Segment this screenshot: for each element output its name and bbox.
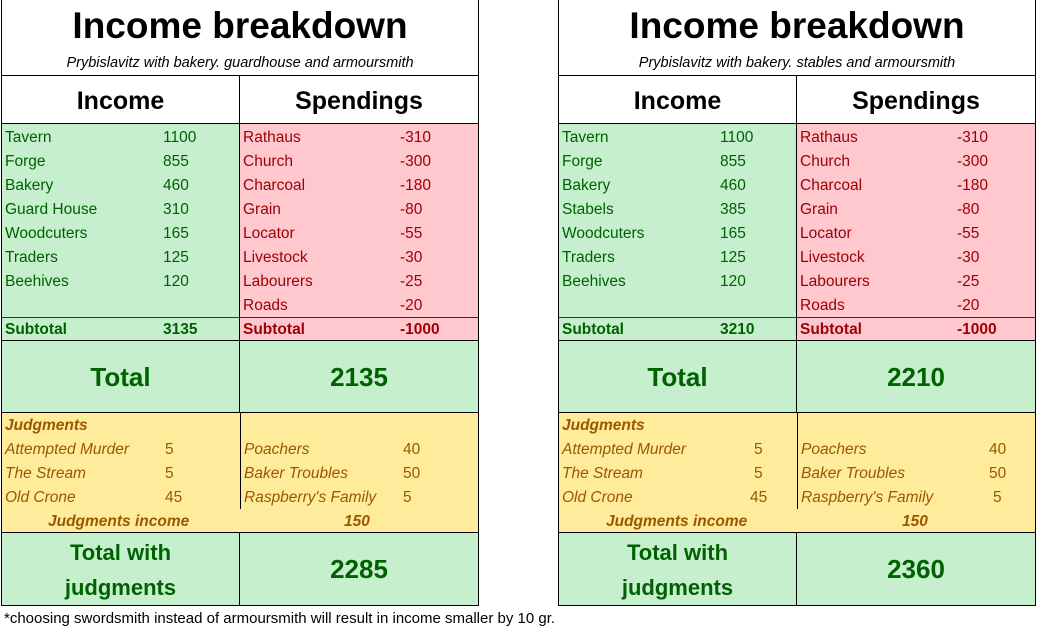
spend-row: Livestock -30: [800, 249, 980, 266]
income-row: Bakery 460: [562, 177, 746, 194]
spend-row: Grain -80: [800, 201, 980, 218]
total-with-judgments-label: Total with judgments: [1, 533, 240, 606]
spend-row: Rathaus -310: [800, 129, 989, 146]
judgment-item: Raspberry's Family 5: [801, 489, 1002, 506]
sheet-subtitle: Prybislavitz with bakery. stables and ar…: [558, 52, 1036, 76]
judgments-income-label: Judgments income: [606, 513, 748, 530]
income-row: Woodcuters 165: [5, 225, 189, 242]
income-subtotal-row: Subtotal 3135: [2, 317, 239, 342]
sheet-guardhouse: Income breakdown Prybislavitz with baker…: [1, 0, 479, 606]
income-row: Guard House 310: [5, 201, 189, 218]
total-value: 2135: [240, 341, 479, 413]
income-row: Beehives 120: [5, 273, 189, 290]
sheet-title: Income breakdown: [1, 0, 479, 52]
income-list: Tavern 1100 Forge 855 Bakery 460 Guard Hous…: [1, 124, 240, 341]
spend-row: Labourers -25: [243, 273, 423, 290]
spend-row: Grain -80: [243, 201, 423, 218]
spend-row: Locator -55: [243, 225, 423, 242]
judgments-section: Judgments Attempted Murder 5 The Stream 5 …: [558, 413, 1036, 533]
judgment-item: The Stream 5: [5, 465, 174, 482]
income-subtotal-row: Subtotal 3210: [559, 317, 796, 342]
total-label: Total: [558, 341, 797, 413]
spend-subtotal-row: Subtotal -1000: [240, 317, 478, 342]
spend-row: Charcoal -180: [243, 177, 432, 194]
income-row: Traders 125: [5, 249, 189, 266]
income-row: Woodcuters 165: [562, 225, 746, 242]
spend-row: Church -300: [243, 153, 432, 170]
spend-row: Locator -55: [800, 225, 980, 242]
judgments-section: Judgments Attempted Murder 5 The Stream 5 …: [1, 413, 479, 533]
total-with-judgments-value: 2360: [797, 533, 1036, 606]
judgment-item: Attempted Murder 5: [562, 441, 763, 458]
total-label: Total: [1, 341, 240, 413]
judgments-divider: [797, 413, 798, 509]
judgment-item: Baker Troubles 50: [801, 465, 1007, 482]
income-row: Beehives 120: [562, 273, 746, 290]
spend-subtotal-row: Subtotal -1000: [797, 317, 1035, 342]
judgments-header: Judgments: [562, 417, 645, 434]
judgment-item: Old Crone 45: [5, 489, 183, 506]
judgment-item: Baker Troubles 50: [244, 465, 421, 482]
judgment-item: Poachers 40: [801, 441, 1007, 458]
sheet-title: Income breakdown: [558, 0, 1036, 52]
spendings-list: Rathaus -310 Church -300 Charcoal -180 Grai…: [240, 124, 479, 341]
income-row: Bakery 460: [5, 177, 189, 194]
spendings-header: Spendings: [240, 76, 479, 124]
judgment-item: Poachers 40: [244, 441, 421, 458]
total-value: 2210: [797, 341, 1036, 413]
spend-row: Church -300: [800, 153, 989, 170]
spend-row: Roads -20: [800, 297, 980, 314]
income-row: Tavern 1100: [5, 129, 197, 146]
income-row: Traders 125: [562, 249, 746, 266]
income-row: Forge 855: [562, 153, 746, 170]
judgments-header: Judgments: [5, 417, 88, 434]
income-header: Income: [558, 76, 797, 124]
spend-row: Livestock -30: [243, 249, 423, 266]
income-row: Tavern 1100: [562, 129, 754, 146]
spend-row: Labourers -25: [800, 273, 980, 290]
judgment-item: Raspberry's Family 5: [244, 489, 412, 506]
income-list: Tavern 1100 Forge 855 Bakery 460 Stabels 385…: [558, 124, 797, 341]
spend-row: Roads -20: [243, 297, 423, 314]
judgments-income-value: 150: [902, 513, 928, 530]
spend-row: Charcoal -180: [800, 177, 989, 194]
sheet-subtitle: Prybislavitz with bakery. guardhouse and…: [1, 52, 479, 76]
spendings-list: Rathaus -310 Church -300 Charcoal -180 Grai…: [797, 124, 1036, 341]
judgment-item: Old Crone 45: [562, 489, 768, 506]
footnote: *choosing swordsmith instead of armoursm…: [4, 610, 556, 627]
judgments-income-value: 150: [344, 513, 370, 530]
total-with-judgments-value: 2285: [240, 533, 479, 606]
judgments-income-label: Judgments income: [48, 513, 190, 530]
total-with-judgments-label: Total with judgments: [558, 533, 797, 606]
judgment-item: The Stream 5: [562, 465, 763, 482]
spend-row: Rathaus -310: [243, 129, 432, 146]
sheet-stables: Income breakdown Prybislavitz with baker…: [558, 0, 1036, 606]
spendings-header: Spendings: [797, 76, 1036, 124]
income-row: Forge 855: [5, 153, 189, 170]
judgment-item: Attempted Murder 5: [5, 441, 174, 458]
income-row: Stabels 385: [562, 201, 746, 218]
income-header: Income: [1, 76, 240, 124]
judgments-divider: [240, 413, 241, 509]
